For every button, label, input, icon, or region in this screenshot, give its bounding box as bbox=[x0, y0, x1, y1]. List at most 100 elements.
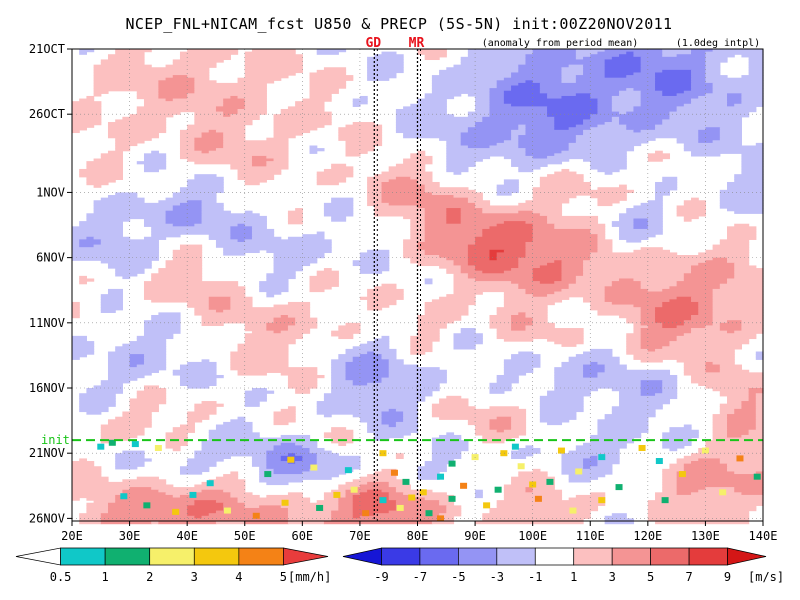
u850-cell bbox=[86, 411, 102, 415]
u850-cell bbox=[230, 95, 239, 100]
u850-cell bbox=[424, 56, 440, 61]
u850-cell bbox=[367, 304, 390, 308]
u850-cell bbox=[518, 257, 591, 261]
u850-cell bbox=[100, 307, 123, 311]
u850-cell bbox=[640, 56, 707, 61]
u850-cell bbox=[525, 153, 555, 157]
u850-cell bbox=[489, 385, 512, 389]
u850-cell bbox=[518, 474, 548, 478]
u850-cell bbox=[712, 424, 728, 428]
u850-cell bbox=[273, 129, 311, 134]
u850-cell bbox=[187, 179, 224, 183]
precip-cell bbox=[638, 444, 646, 451]
u850-cell bbox=[511, 356, 541, 360]
u850-cell bbox=[287, 236, 325, 240]
u850-cell bbox=[748, 67, 764, 71]
colorbar-swatch bbox=[688, 547, 728, 566]
u850-cell bbox=[72, 354, 87, 358]
u850-cell bbox=[619, 278, 635, 282]
u850-cell bbox=[453, 288, 527, 293]
u850-cell bbox=[705, 51, 764, 55]
u850-cell bbox=[741, 95, 764, 100]
u850-cell bbox=[223, 489, 246, 493]
u850-cell bbox=[273, 122, 332, 126]
colorbar-swatch bbox=[534, 547, 575, 566]
u850-cell bbox=[518, 447, 541, 452]
u850-cell bbox=[352, 260, 390, 264]
u850-cell bbox=[467, 49, 534, 53]
u850-cell bbox=[194, 450, 267, 454]
u850-cell bbox=[597, 309, 642, 313]
u850-cell bbox=[503, 270, 534, 274]
u850-cell bbox=[518, 202, 563, 207]
u850-cell bbox=[640, 281, 678, 285]
u850-cell bbox=[719, 205, 764, 209]
u850-cell bbox=[755, 427, 764, 431]
x-tick-label: 130E bbox=[691, 529, 720, 543]
u850-cell bbox=[100, 432, 145, 436]
precip-unit-label: [mm/h] bbox=[288, 570, 331, 584]
u850-cell bbox=[431, 403, 469, 407]
u850-cell bbox=[446, 168, 469, 173]
u850-cell bbox=[208, 299, 231, 303]
u850-cell bbox=[287, 513, 332, 517]
u850-cell bbox=[352, 382, 368, 386]
u850-cell bbox=[604, 67, 642, 71]
u850-cell bbox=[316, 270, 339, 274]
u850-cell bbox=[532, 317, 548, 321]
u850-cell bbox=[748, 390, 764, 394]
u850-cell bbox=[259, 476, 332, 480]
u850-cell bbox=[215, 427, 253, 431]
u850-cell bbox=[662, 119, 743, 123]
u850-cell bbox=[496, 85, 512, 89]
u850-cell bbox=[230, 163, 253, 167]
u850-cell bbox=[511, 281, 541, 285]
u850-cell bbox=[633, 330, 642, 334]
u850-cell bbox=[367, 474, 397, 478]
u850-cell bbox=[460, 142, 498, 147]
u850-cell bbox=[539, 181, 591, 186]
u850-cell bbox=[194, 114, 224, 118]
u850-cell bbox=[734, 471, 757, 475]
u850-cell bbox=[93, 205, 174, 209]
u850-cell bbox=[93, 64, 152, 68]
u850-cell bbox=[676, 296, 692, 300]
u850-cell bbox=[532, 231, 591, 235]
u850-cell bbox=[143, 388, 167, 392]
u850-cell bbox=[115, 140, 145, 144]
u850-cell bbox=[72, 116, 102, 121]
u850-cell bbox=[395, 505, 447, 509]
u850-cell bbox=[655, 184, 678, 188]
u850-cell bbox=[496, 312, 519, 316]
u850-cell bbox=[244, 325, 267, 329]
u850-cell bbox=[179, 424, 195, 428]
u850-cell bbox=[172, 205, 203, 209]
u850-cell bbox=[431, 80, 498, 84]
u850-cell bbox=[554, 260, 563, 264]
u850-cell bbox=[683, 200, 707, 204]
u850-cell bbox=[611, 221, 635, 225]
u850-cell bbox=[719, 403, 742, 407]
u850-cell bbox=[655, 320, 685, 324]
u850-cell bbox=[194, 484, 246, 488]
u850-cell bbox=[511, 137, 519, 141]
u850-cell bbox=[338, 505, 354, 509]
u850-cell bbox=[187, 458, 224, 462]
u850-cell bbox=[72, 351, 95, 355]
u850-cell bbox=[381, 200, 469, 204]
u850-cell bbox=[561, 364, 584, 368]
u850-cell bbox=[223, 247, 332, 251]
u850-cell bbox=[489, 257, 498, 261]
u850-cell bbox=[367, 481, 390, 486]
u850-cell bbox=[611, 108, 635, 113]
u850-cell bbox=[367, 75, 397, 79]
u850-cell bbox=[662, 468, 685, 473]
precip-cell bbox=[287, 456, 295, 463]
u850-cell bbox=[381, 283, 397, 287]
u850-cell bbox=[503, 338, 534, 342]
u850-cell bbox=[583, 262, 699, 267]
u850-cell bbox=[655, 181, 678, 186]
u850-cell bbox=[107, 54, 145, 58]
u850-cell bbox=[72, 129, 80, 134]
u850-cell bbox=[143, 158, 167, 162]
